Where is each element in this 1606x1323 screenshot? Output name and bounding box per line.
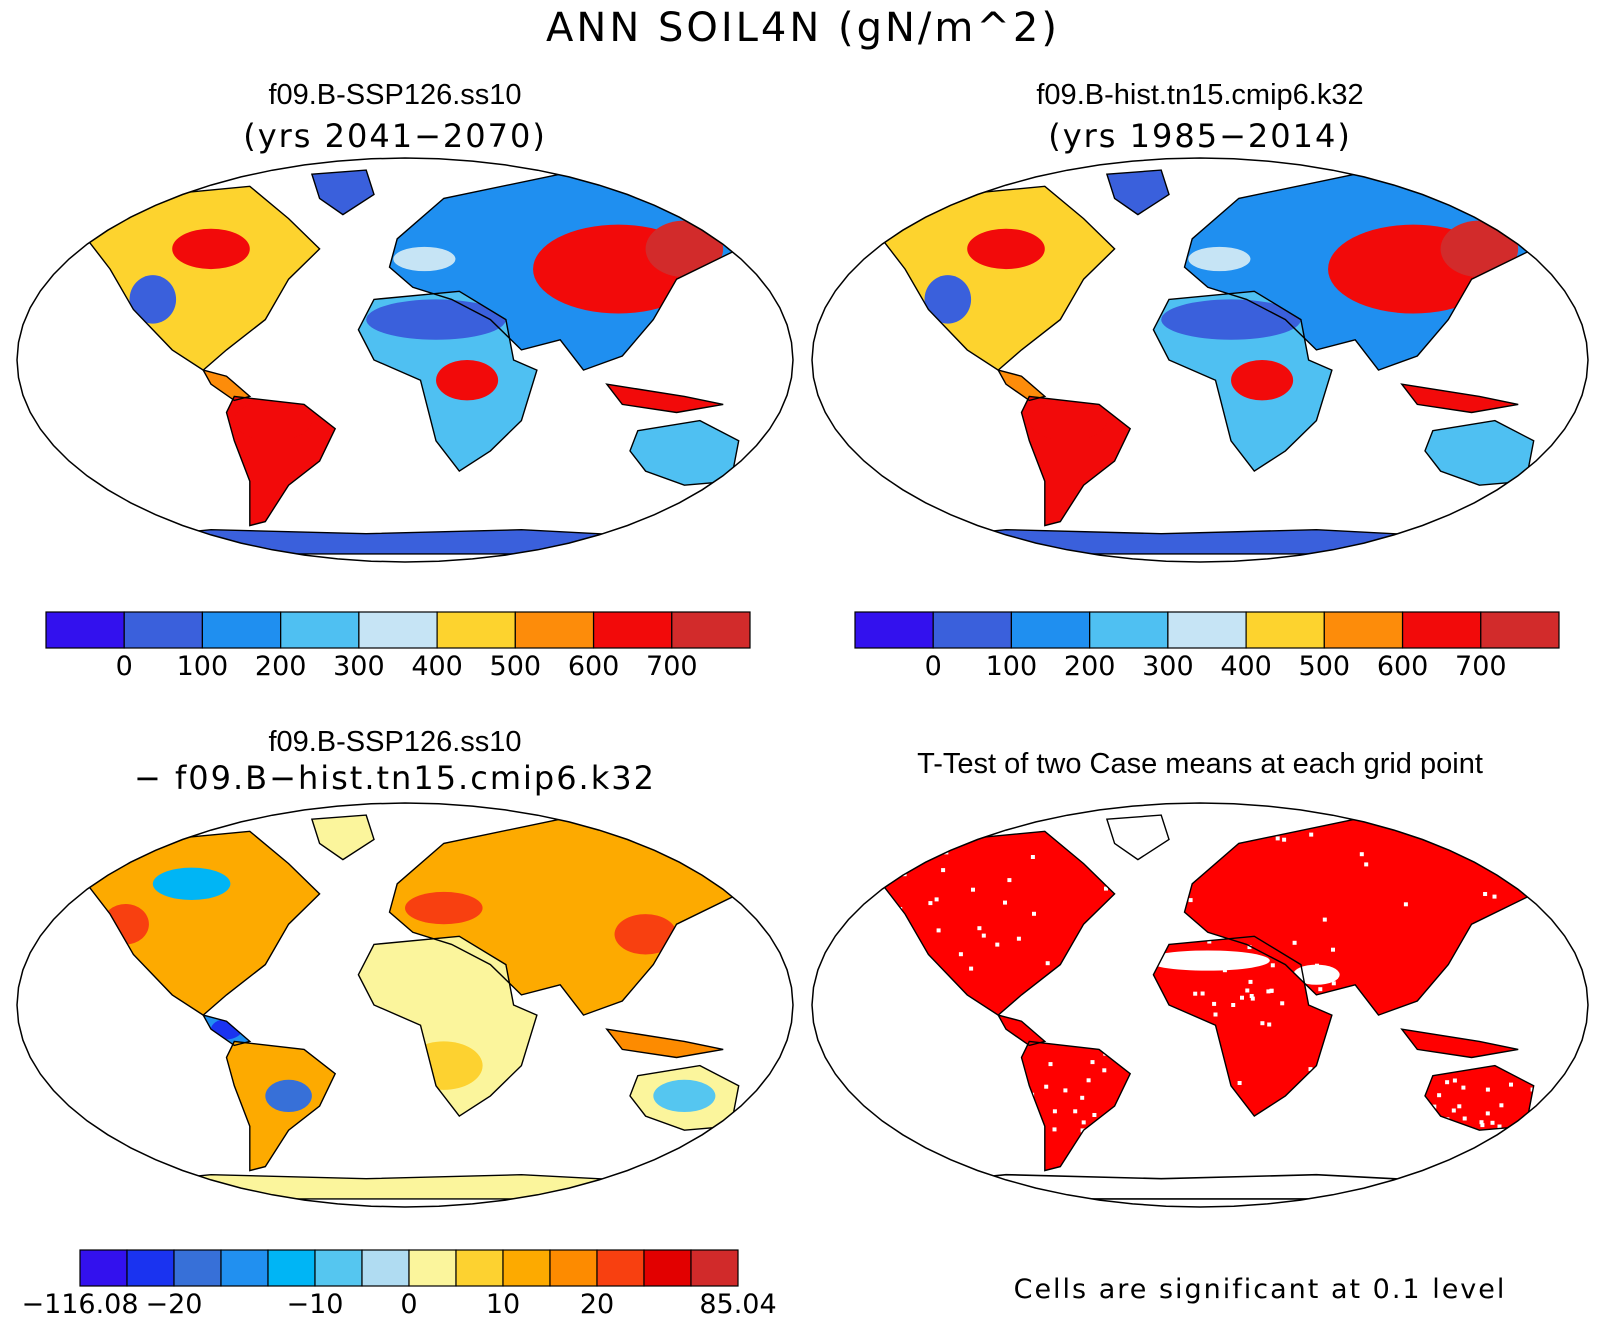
colorbar-tick-label: 500 — [1298, 651, 1351, 682]
panel-title-bottom-left: f09.B-SSP126.ss10 — [268, 726, 522, 758]
colorbar-tick-label: 200 — [254, 651, 307, 682]
colorbar-tick-label: 400 — [411, 651, 463, 682]
panel-title-top-right: f09.B-hist.tn15.cmip6.k32 — [1036, 79, 1364, 111]
colorbar-tick-label: 500 — [489, 651, 542, 682]
colorbar-tick-label: 400 — [1220, 651, 1272, 682]
colorbar-tick-label: 300 — [333, 651, 385, 682]
map-panel-future — [16, 157, 794, 563]
map-panel-historical — [811, 157, 1589, 563]
colorbar-tick-label: −20 — [145, 1289, 203, 1320]
panel-subtitle-top-left: (yrs 2041−2070) — [243, 117, 547, 155]
colorbar-bottom-left — [79, 1249, 739, 1287]
colorbar-tick-label: 20 — [579, 1289, 615, 1320]
colorbar-tick-label: 85.04 — [699, 1289, 777, 1320]
significance-note: Cells are significant at 0.1 level — [1013, 1274, 1507, 1305]
colorbar-tick-label: 100 — [985, 651, 1038, 682]
colorbar-tick-label: 100 — [176, 651, 229, 682]
colorbar-tick-label: −116.08 — [21, 1289, 139, 1320]
colorbar-tick-label: 0 — [924, 651, 942, 682]
panel-title-bottom-right: T-Test of two Case means at each grid po… — [917, 748, 1483, 780]
map-panel-difference — [16, 802, 794, 1208]
colorbar-tick-label: 700 — [1455, 651, 1507, 682]
figure-title: ANN SOIL4N (gN/m^2) — [546, 5, 1060, 51]
panel-subtitle-top-right: (yrs 1985−2014) — [1048, 117, 1352, 155]
colorbar-tick-label: 700 — [646, 651, 698, 682]
panel-title-top-left: f09.B-SSP126.ss10 — [268, 79, 522, 111]
colorbar-top-left — [45, 611, 751, 649]
colorbar-top-right — [854, 611, 1560, 649]
colorbar-tick-label: 300 — [1142, 651, 1194, 682]
colorbar-tick-label: 0 — [400, 1289, 418, 1320]
map-panel-ttest — [811, 802, 1589, 1208]
colorbar-tick-label: 600 — [567, 651, 620, 682]
colorbar-tick-label: 600 — [1376, 651, 1429, 682]
colorbar-tick-label: −10 — [286, 1289, 344, 1320]
colorbar-tick-label: 0 — [115, 651, 133, 682]
colorbar-tick-label: 10 — [485, 1289, 521, 1320]
colorbar-tick-label: 200 — [1063, 651, 1116, 682]
panel-subtitle-bottom-left: − f09.B−hist.tn15.cmip6.k32 — [134, 759, 656, 797]
